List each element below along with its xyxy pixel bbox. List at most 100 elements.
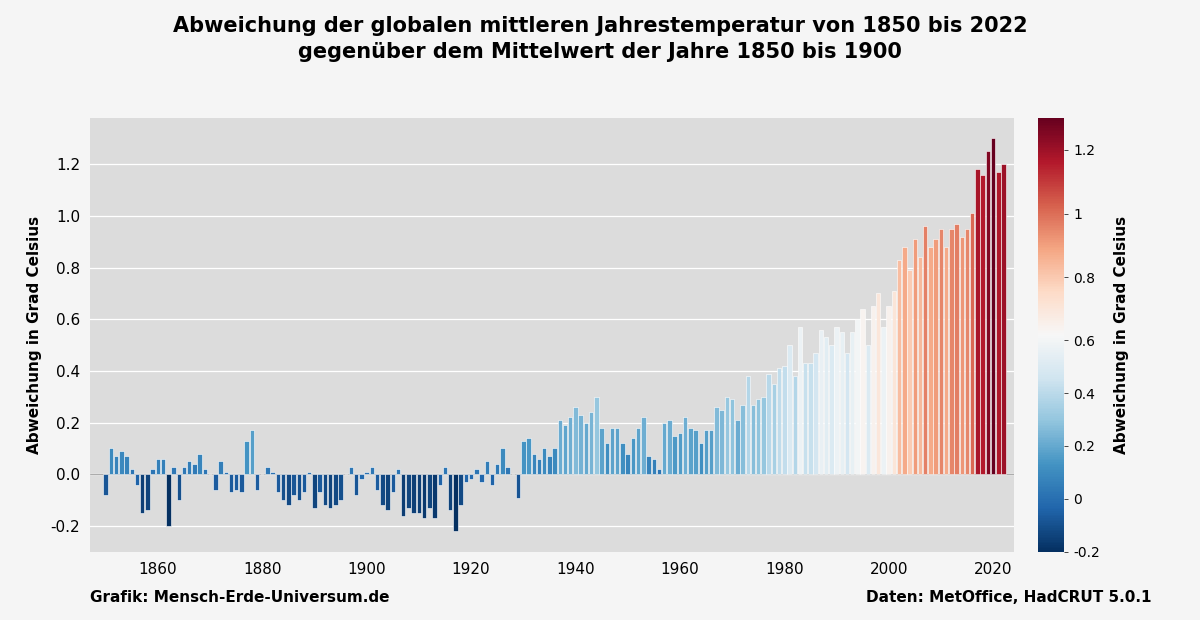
Bar [803, 363, 808, 474]
Bar [829, 345, 834, 474]
Bar [103, 474, 108, 495]
Bar [574, 407, 577, 474]
Bar [323, 474, 328, 505]
Bar [547, 456, 552, 474]
Bar [370, 467, 374, 474]
Bar [965, 229, 970, 474]
Bar [881, 327, 886, 474]
Bar [991, 138, 995, 474]
Bar [652, 459, 656, 474]
Bar [578, 415, 583, 474]
Bar [856, 319, 859, 474]
Bar [808, 363, 812, 474]
Bar [594, 397, 599, 474]
Y-axis label: Abweichung in Grad Celsius: Abweichung in Grad Celsius [1114, 216, 1129, 454]
Bar [949, 229, 954, 474]
Bar [479, 474, 484, 482]
Bar [307, 472, 312, 474]
Bar [349, 467, 353, 474]
Bar [521, 441, 526, 474]
Bar [407, 474, 410, 508]
Bar [960, 237, 964, 474]
Bar [970, 213, 974, 474]
Bar [756, 399, 761, 474]
Bar [730, 399, 734, 474]
Bar [938, 229, 943, 474]
Bar [250, 430, 254, 474]
Y-axis label: Abweichung in Grad Celsius: Abweichung in Grad Celsius [28, 216, 42, 454]
Bar [542, 448, 546, 474]
Bar [944, 247, 948, 474]
Bar [401, 474, 406, 516]
Bar [469, 474, 473, 479]
Bar [871, 306, 875, 474]
Text: Daten: MetOffice, HadCRUT 5.0.1: Daten: MetOffice, HadCRUT 5.0.1 [866, 590, 1152, 604]
Bar [782, 366, 786, 474]
Text: Grafik: Mensch-Erde-Universum.de: Grafik: Mensch-Erde-Universum.de [90, 590, 390, 604]
Bar [296, 474, 301, 500]
Bar [239, 474, 244, 492]
Bar [625, 454, 630, 474]
Bar [563, 425, 568, 474]
Bar [887, 306, 890, 474]
Bar [203, 469, 208, 474]
Bar [354, 474, 359, 495]
Bar [109, 448, 113, 474]
Bar [265, 467, 270, 474]
Bar [798, 327, 802, 474]
Bar [500, 448, 505, 474]
Bar [792, 376, 797, 474]
Bar [720, 410, 724, 474]
Bar [902, 247, 906, 474]
Text: Abweichung der globalen mittleren Jahrestemperatur von 1850 bis 2022
gegenüber d: Abweichung der globalen mittleren Jahres… [173, 16, 1027, 62]
Bar [745, 376, 750, 474]
Bar [876, 293, 881, 474]
Bar [740, 405, 745, 474]
Bar [589, 412, 593, 474]
Bar [631, 438, 635, 474]
Bar [494, 464, 499, 474]
Bar [996, 172, 1001, 474]
Bar [776, 368, 781, 474]
Bar [605, 443, 610, 474]
Bar [114, 456, 119, 474]
Bar [714, 407, 719, 474]
Bar [532, 454, 536, 474]
Bar [412, 474, 416, 513]
Bar [647, 456, 650, 474]
Bar [443, 467, 448, 474]
Bar [176, 474, 181, 500]
Bar [662, 423, 666, 474]
Bar [374, 474, 379, 490]
Bar [312, 474, 317, 508]
Bar [907, 270, 912, 474]
Bar [365, 472, 368, 474]
Bar [119, 451, 124, 474]
Bar [359, 474, 364, 479]
Bar [438, 474, 442, 485]
Bar [818, 330, 823, 474]
Bar [192, 464, 197, 474]
Bar [980, 175, 985, 474]
Bar [448, 474, 452, 510]
Bar [860, 309, 865, 474]
Bar [334, 474, 337, 505]
Bar [620, 443, 625, 474]
Bar [172, 467, 175, 474]
Bar [125, 456, 128, 474]
Bar [552, 448, 557, 474]
Bar [918, 257, 923, 474]
Bar [166, 474, 170, 526]
Bar [709, 430, 714, 474]
Bar [751, 405, 755, 474]
Bar [150, 469, 155, 474]
Bar [568, 417, 572, 474]
Bar [458, 474, 463, 505]
Bar [286, 474, 290, 505]
Bar [834, 327, 839, 474]
Bar [156, 459, 160, 474]
Bar [422, 474, 426, 518]
Bar [678, 433, 682, 474]
Bar [725, 397, 730, 474]
Bar [432, 474, 437, 518]
